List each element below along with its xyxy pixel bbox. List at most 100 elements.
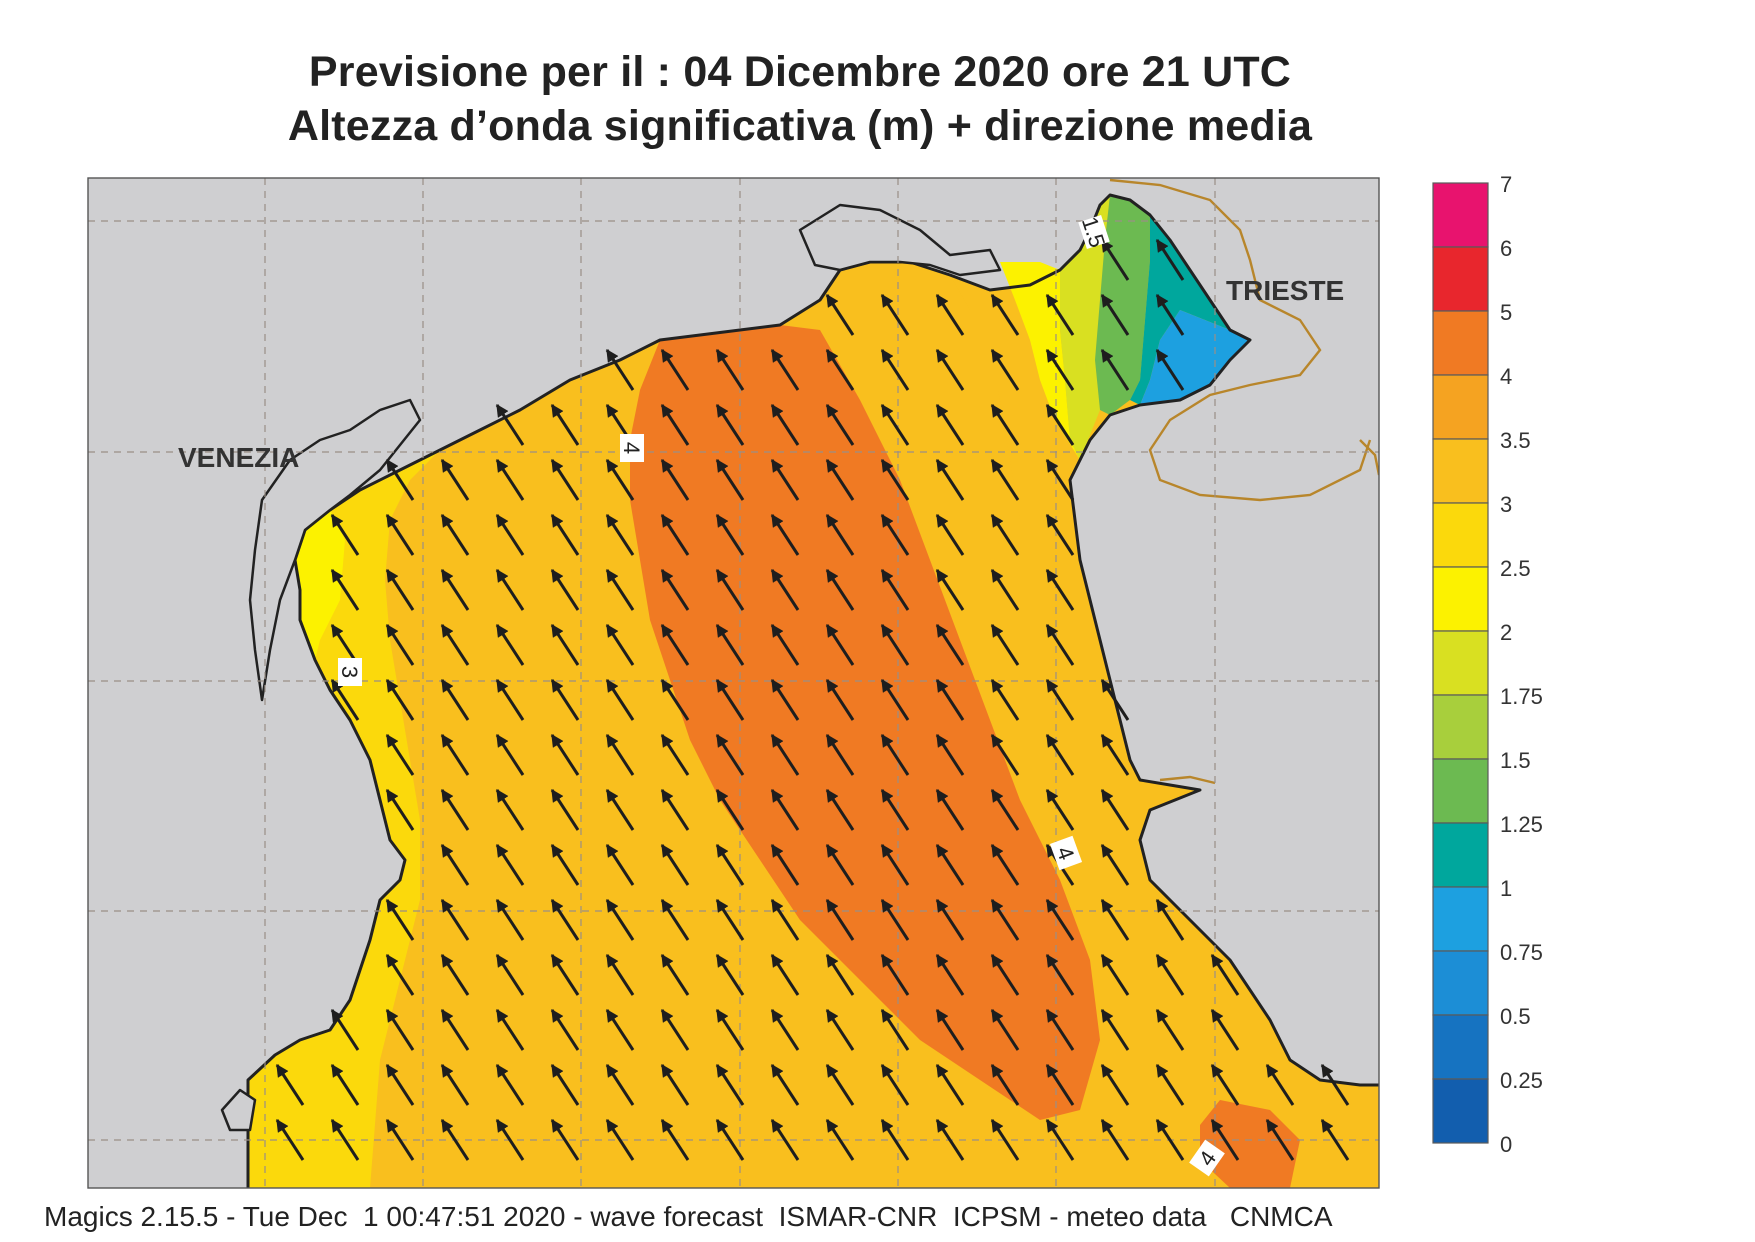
wave-direction-arrows (275, 238, 1350, 1161)
wave-direction-arrow (990, 953, 1020, 996)
wave-band-0.5-1m (1140, 310, 1250, 405)
national-border (1109, 178, 1372, 502)
legend-tick-label: 0 (1500, 1132, 1512, 1157)
place-label-venezia: VENEZIA (178, 442, 299, 473)
wave-direction-arrow (385, 623, 415, 666)
wave-direction-arrow (1045, 568, 1075, 611)
wave-direction-arrow (825, 788, 855, 831)
wave-direction-arrow (990, 1063, 1020, 1106)
wave-direction-arrow (880, 458, 910, 501)
wave-direction-arrow (990, 568, 1020, 611)
contour-label: 4 (619, 434, 644, 462)
wave-direction-arrow (880, 1063, 910, 1106)
wave-direction-arrow (440, 513, 470, 556)
wave-direction-arrow (1045, 513, 1075, 556)
wave-direction-arrow (385, 568, 415, 611)
wave-direction-arrow (990, 733, 1020, 776)
wave-direction-arrow (495, 788, 525, 831)
marano-lagoon (798, 203, 1002, 277)
wave-direction-arrow (770, 843, 800, 886)
wave-direction-arrow (660, 348, 690, 391)
wave-direction-arrow (880, 678, 910, 721)
wave-direction-arrow (385, 458, 415, 501)
wave-direction-arrow (770, 458, 800, 501)
legend-swatch (1432, 758, 1489, 824)
svg-text:3: 3 (337, 666, 362, 678)
wave-direction-arrow (990, 788, 1020, 831)
wave-direction-arrow (605, 568, 635, 611)
wave-direction-arrow (990, 678, 1020, 721)
wave-direction-arrow (935, 843, 965, 886)
wave-direction-arrow (605, 623, 635, 666)
wave-direction-arrow (330, 568, 360, 611)
wave-direction-arrow (935, 623, 965, 666)
legend-swatch (1432, 886, 1489, 952)
wave-direction-arrow (770, 513, 800, 556)
wave-direction-arrow (550, 788, 580, 831)
wave-direction-arrow (385, 1008, 415, 1051)
wave-direction-arrow (825, 513, 855, 556)
wave-direction-arrow (605, 843, 635, 886)
wave-direction-arrow (990, 458, 1020, 501)
wave-direction-arrow (495, 1118, 525, 1161)
wave-direction-arrow (385, 678, 415, 721)
wave-direction-arrow (385, 898, 415, 941)
wave-direction-arrow (660, 1118, 690, 1161)
wave-direction-arrow (495, 678, 525, 721)
wave-direction-arrow (495, 458, 525, 501)
wave-direction-arrow (660, 458, 690, 501)
legend-tick-label: 1 (1500, 876, 1512, 901)
wave-direction-arrow (825, 1008, 855, 1051)
wave-direction-arrow (440, 458, 470, 501)
wave-direction-arrow (1210, 953, 1240, 996)
wave-direction-arrow (550, 733, 580, 776)
wave-direction-arrow (495, 843, 525, 886)
venice-lagoon (248, 398, 422, 702)
wave-direction-arrow (825, 953, 855, 996)
wave-direction-arrow (715, 678, 745, 721)
wave-direction-arrow (715, 458, 745, 501)
wave-direction-arrow (385, 1118, 415, 1161)
wave-direction-arrow (385, 953, 415, 996)
legend-tick-label: 6 (1500, 236, 1512, 261)
contour-label: 3 (337, 658, 362, 686)
wave-direction-arrow (990, 1008, 1020, 1051)
wave-direction-arrow (605, 458, 635, 501)
wave-direction-arrow (660, 403, 690, 446)
wave-direction-arrow (1155, 953, 1185, 996)
wave-direction-arrow (605, 1118, 635, 1161)
wave-direction-arrow (1155, 1063, 1185, 1106)
wave-direction-arrow (605, 788, 635, 831)
map-frame (87, 177, 1380, 1189)
wave-direction-arrow (935, 403, 965, 446)
wave-direction-arrow (550, 953, 580, 996)
wave-direction-arrow (1100, 348, 1130, 391)
wave-direction-arrow (1320, 1063, 1350, 1106)
wave-direction-arrow (990, 1118, 1020, 1161)
wave-direction-arrow (605, 953, 635, 996)
wave-direction-arrow (880, 898, 910, 941)
legend-tick-label: 5 (1500, 300, 1512, 325)
wave-direction-arrow (935, 788, 965, 831)
wave-direction-arrow (715, 403, 745, 446)
wave-direction-arrow (715, 1118, 745, 1161)
wave-direction-arrow (990, 293, 1020, 336)
wave-direction-arrow (770, 678, 800, 721)
wave-direction-arrow (275, 1063, 305, 1106)
legend-tick-label: 3 (1500, 492, 1512, 517)
wave-direction-arrow (935, 1008, 965, 1051)
wave-direction-arrow (825, 1118, 855, 1161)
wave-direction-arrow (715, 788, 745, 831)
wave-direction-arrow (550, 1063, 580, 1106)
wave-direction-arrow (1045, 1008, 1075, 1051)
wave-direction-arrow (1100, 678, 1130, 721)
color-legend: 7 6 5 4 3.5 3 2.5 2 1.75 1.5 1.25 1 0.75 0.5 0.25 0 (1432, 172, 1543, 1157)
wave-direction-arrow (275, 1118, 305, 1161)
wave-direction-arrow (550, 843, 580, 886)
contour-label: 4 (1189, 1139, 1225, 1177)
wave-direction-arrow (990, 843, 1020, 886)
legend-swatch (1432, 566, 1489, 632)
wave-direction-arrow (825, 1063, 855, 1106)
wave-direction-arrow (1155, 1008, 1185, 1051)
